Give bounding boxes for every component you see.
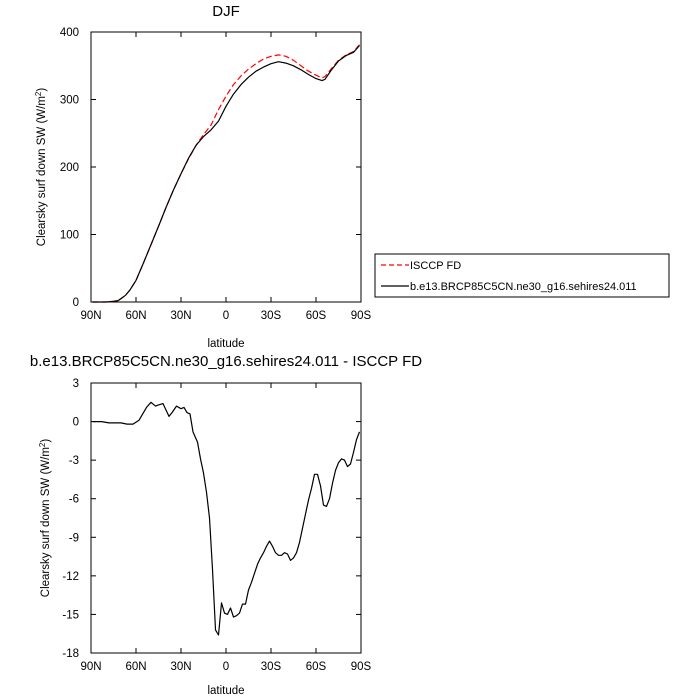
legend-label-model: b.e13.BRCP85C5CN.ne30_g16.sehires24.011 bbox=[410, 281, 637, 293]
top-chart-y-tick-label: 300 bbox=[60, 95, 79, 107]
top-chart-y-tick-label: 200 bbox=[60, 162, 79, 174]
bottom-chart-y-axis-label: Clearsky surf down SW (W/m2) bbox=[38, 439, 52, 598]
bottom-chart-y-tick-label: -6 bbox=[69, 494, 79, 506]
top-chart-series-line-1 bbox=[92, 44, 360, 303]
bottom-chart-y-axis-label-sup: 2 bbox=[38, 442, 47, 447]
bottom-chart-x-tick-label: 30N bbox=[170, 661, 191, 673]
bottom-chart-panel: b.e13.BRCP85C5CN.ne30_g16.sehires24.011 … bbox=[30, 353, 422, 697]
top-chart-y-axis-label: Clearsky surf down SW (W/m2) bbox=[34, 88, 48, 247]
bottom-chart-y-axis-label-close: ) bbox=[40, 439, 52, 443]
top-chart-x-tick-label: 60N bbox=[125, 310, 146, 322]
bottom-chart-x-tick-label: 60S bbox=[306, 661, 327, 673]
top-chart-x-tick-label: 60S bbox=[306, 310, 327, 322]
bottom-chart-series-line-1 bbox=[92, 401, 361, 636]
top-chart-title: DJF bbox=[212, 3, 240, 20]
bottom-chart-y-tick-label: -18 bbox=[62, 648, 79, 660]
bottom-chart-y-tick-label: -15 bbox=[62, 609, 79, 621]
bottom-chart-x-tick-label: 60N bbox=[125, 661, 146, 673]
legend-label-isccp: ISCCP FD bbox=[410, 260, 461, 272]
bottom-chart-x-tick-label: 90S bbox=[351, 661, 372, 673]
top-chart-x-tick-label: 90S bbox=[351, 310, 372, 322]
top-chart-plot-frame bbox=[90, 31, 362, 303]
bottom-chart-ticks: 90N 60N 30N 0 30S 60S 90S 3 0 -3 -6 -9 -12 -15 -18 bbox=[62, 378, 371, 673]
top-chart-panel: DJF 90N 60N 30N 0 30S 60S 90S 0 100 200 300 400 lat… bbox=[34, 3, 670, 350]
bottom-chart-x-tick-label: 90N bbox=[80, 661, 101, 673]
bottom-chart-y-tick-label: 0 bbox=[73, 417, 79, 429]
bottom-chart-title: b.e13.BRCP85C5CN.ne30_g16.sehires24.011 … bbox=[30, 353, 422, 370]
bottom-chart-y-tick-label: -12 bbox=[62, 571, 79, 583]
top-chart-y-tick-label: 400 bbox=[60, 27, 79, 39]
bottom-chart-x-tick-label: 30S bbox=[261, 661, 282, 673]
bottom-chart-lines bbox=[92, 401, 361, 636]
bottom-chart-y-tick-label: -9 bbox=[69, 532, 79, 544]
top-chart-y-tick-label: 0 bbox=[73, 297, 79, 309]
top-chart-legend: ISCCP FD b.e13.BRCP85C5CN.ne30_g16.sehir… bbox=[374, 253, 670, 298]
bottom-chart-x-axis-label: latitude bbox=[207, 685, 244, 697]
top-chart-y-tick-label: 100 bbox=[60, 230, 79, 242]
bottom-chart-x-tick-label: 0 bbox=[223, 661, 229, 673]
top-chart-lines bbox=[92, 44, 360, 303]
top-chart-y-axis-label-main: Clearsky surf down SW (W/m bbox=[36, 96, 48, 246]
top-chart-x-tick-label: 30N bbox=[170, 310, 191, 322]
top-chart-ticks: 90N 60N 30N 0 30S 60S 90S 0 100 200 300 400 bbox=[60, 27, 372, 322]
bottom-chart-y-tick-label: 3 bbox=[73, 378, 79, 390]
legend-box bbox=[374, 253, 670, 298]
top-chart-series-line-2 bbox=[92, 45, 360, 303]
top-chart-x-tick-label: 0 bbox=[223, 310, 229, 322]
bottom-chart-y-tick-label: -3 bbox=[69, 455, 79, 467]
top-chart-x-tick-label: 30S bbox=[261, 310, 282, 322]
top-chart-y-axis-label-sup: 2 bbox=[34, 91, 43, 96]
top-chart-y-axis-label-close: ) bbox=[36, 88, 48, 92]
top-chart-x-tick-label: 90N bbox=[80, 310, 101, 322]
top-chart-x-axis-label: latitude bbox=[207, 338, 244, 350]
bottom-chart-y-axis-label-main: Clearsky surf down SW (W/m bbox=[40, 447, 52, 597]
